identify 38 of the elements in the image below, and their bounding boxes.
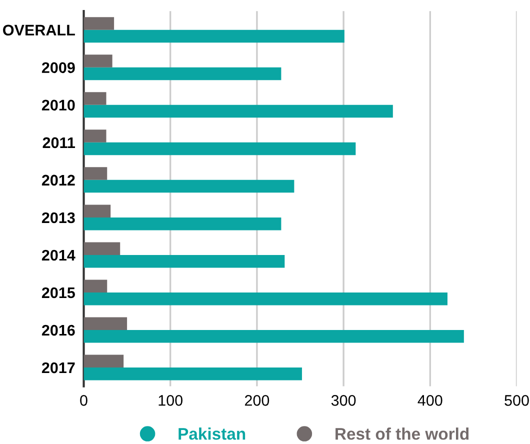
x-tick-label: 300 xyxy=(331,395,356,406)
bar xyxy=(84,142,356,156)
y-tick-label: 2010 xyxy=(42,100,75,111)
bar xyxy=(84,217,282,230)
x-tick-label: 200 xyxy=(244,395,270,406)
y-tick-label: 2009 xyxy=(42,62,75,74)
bar xyxy=(84,30,344,43)
y-tick-label: 2012 xyxy=(42,174,75,186)
bar xyxy=(84,54,112,68)
y-tick-label: 2014 xyxy=(42,250,76,261)
y-tick-label: 2016 xyxy=(42,324,75,336)
bar xyxy=(84,104,393,118)
x-tick-label: 400 xyxy=(418,395,442,406)
bar xyxy=(84,368,302,380)
bar xyxy=(84,17,114,30)
x-tick-label: 0 xyxy=(80,395,88,406)
legend-label: Rest of the world xyxy=(336,428,469,440)
bar xyxy=(84,280,108,292)
bar xyxy=(84,330,464,343)
x-tick-label: 100 xyxy=(158,395,182,406)
bar xyxy=(84,67,282,80)
bar xyxy=(84,317,128,330)
bar xyxy=(84,242,120,255)
y-tick-label: 2013 xyxy=(42,212,75,224)
y-tick-label: 2015 xyxy=(42,287,75,298)
legend-label: Pakistan xyxy=(178,428,246,440)
y-tick-label: 2011 xyxy=(42,137,75,148)
bar xyxy=(84,354,124,368)
bar xyxy=(84,254,285,268)
bar xyxy=(84,204,111,218)
x-tick-label: 500 xyxy=(504,395,529,406)
bar xyxy=(84,180,294,193)
bar xyxy=(84,167,108,180)
y-tick-label: 2017 xyxy=(42,362,75,374)
bar xyxy=(84,292,448,306)
y-tick-label: OVERALL xyxy=(3,24,75,36)
bar xyxy=(84,130,106,142)
bar xyxy=(84,92,106,105)
